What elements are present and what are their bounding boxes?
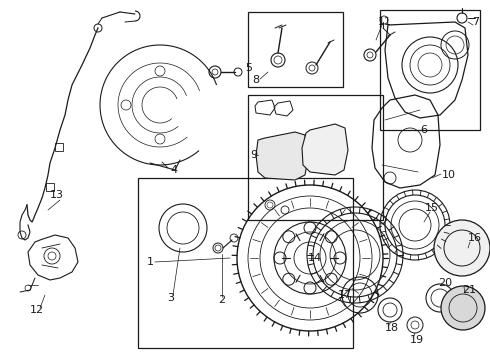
Text: 4: 4 [170,165,177,175]
Bar [380,10,480,130]
Text: 19: 19 [410,335,424,345]
Text: 16: 16 [468,233,482,243]
Text: 6: 6 [420,125,427,135]
Text: 2: 2 [218,295,225,305]
Text: 11: 11 [378,17,392,27]
Text: 21: 21 [462,285,476,295]
Bar [138,178,353,348]
Text: 5: 5 [245,63,252,73]
Text: 10: 10 [442,170,456,180]
Text: 1: 1 [147,257,154,267]
Text: 9: 9 [250,150,257,160]
Text: 13: 13 [50,190,64,200]
Bar [248,12,343,87]
Text: 20: 20 [438,278,452,288]
Polygon shape [302,124,348,175]
Polygon shape [256,132,308,180]
Text: 3: 3 [167,293,174,303]
Circle shape [441,286,485,330]
Text: 12: 12 [30,305,44,315]
Text: 14: 14 [308,253,322,263]
Text: 15: 15 [425,203,439,213]
Bar [248,95,383,220]
Bar [46,183,54,191]
Text: 7: 7 [472,17,479,27]
Text: 8: 8 [252,75,259,85]
Text: 17: 17 [338,290,352,300]
Text: 18: 18 [385,323,399,333]
Circle shape [434,220,490,276]
Bar [55,143,63,151]
